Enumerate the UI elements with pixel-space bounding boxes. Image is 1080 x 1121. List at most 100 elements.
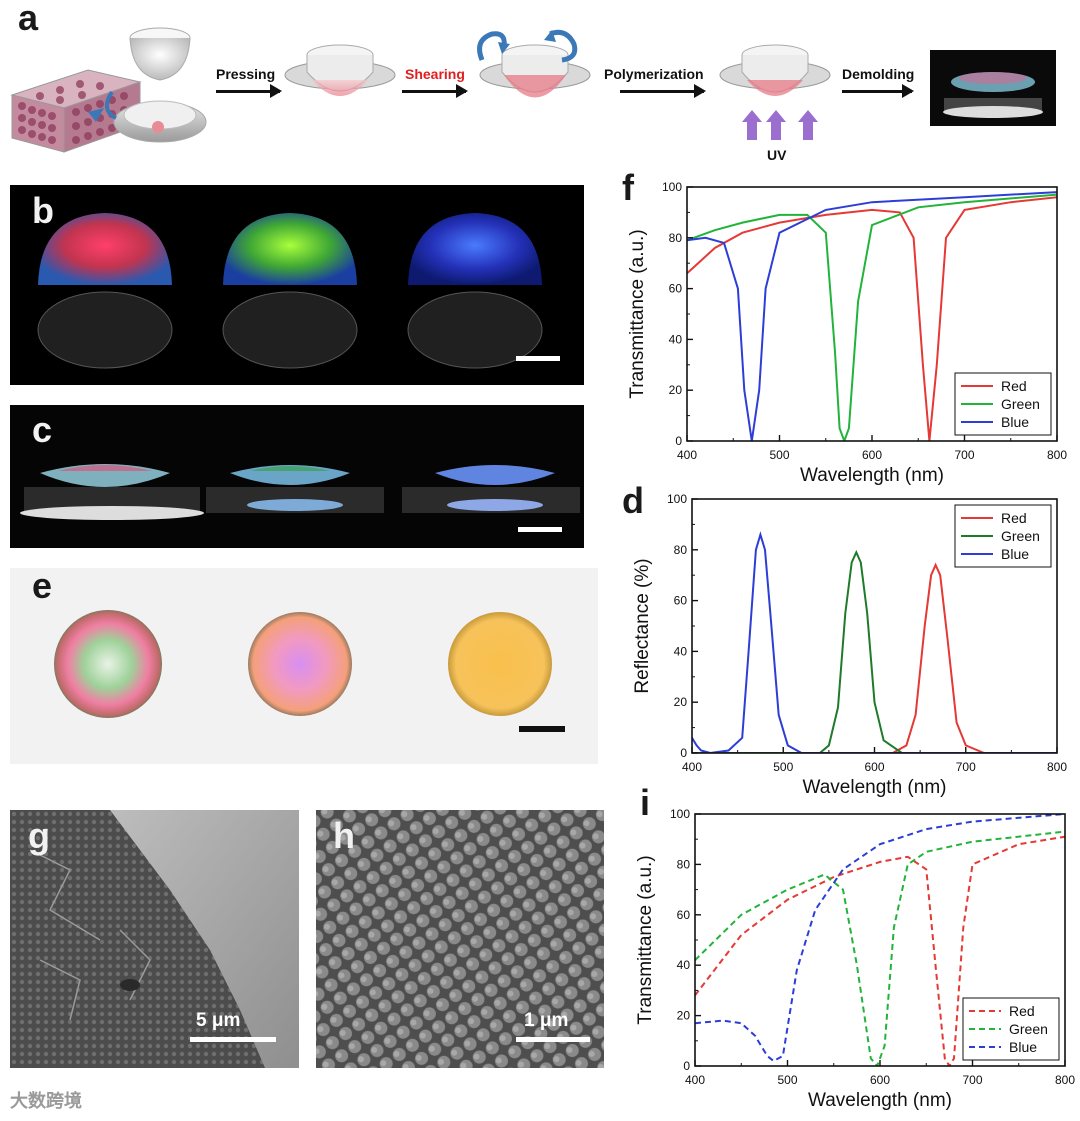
- dome-blue: [407, 213, 543, 369]
- scale-bar-e: [519, 726, 565, 732]
- x-tick-label-i: 400: [685, 1073, 705, 1087]
- sem-panel-g: 5 μm: [10, 810, 299, 1068]
- series-line-green-f: [687, 193, 1057, 441]
- step-arrow-2: [402, 84, 468, 98]
- colloid-box: [10, 69, 142, 153]
- y-tick-label-d: 20: [674, 695, 688, 709]
- y-axis-title-i: Transmittance (a.u.): [635, 855, 656, 1024]
- scale-bar-h: [516, 1037, 590, 1042]
- x-tick-label-f: 800: [1047, 448, 1067, 462]
- x-tick-label-i: 500: [777, 1073, 797, 1087]
- legend-d: Red Green Blue: [954, 504, 1052, 568]
- panel-label-a: a: [18, 0, 39, 38]
- x-tick-label-i: 800: [1055, 1073, 1075, 1087]
- y-tick-label-f: 40: [669, 332, 683, 346]
- scale-bar-c: [518, 527, 562, 532]
- y-tick-label-i: 40: [677, 958, 691, 972]
- series-line-green-i: [695, 830, 1065, 1066]
- chart-panel-i: 400 500 600 700 800 0 20 40 60 80 100 Wavelength (n…: [635, 807, 1075, 1111]
- x-tick-label-f: 500: [769, 448, 789, 462]
- chart-panel-f: 400 500 600 700 800 0 20 40 60 80 100 Wavelength (n…: [627, 180, 1067, 486]
- y-tick-label-f: 60: [669, 282, 683, 296]
- x-axis-title-d: Wavelength (nm): [803, 777, 947, 798]
- step-arrow-3: [620, 84, 706, 98]
- legend-label-blue: Blue: [1001, 546, 1029, 562]
- y-tick-label-d: 0: [680, 746, 687, 760]
- legend-f: Red Green Blue: [954, 372, 1052, 436]
- scale-bar-b: [516, 356, 560, 361]
- y-tick-label-d: 100: [667, 492, 687, 506]
- y-tick-label-i: 20: [677, 1009, 691, 1023]
- x-tick-label-d: 400: [682, 760, 702, 774]
- x-axis-title-f: Wavelength (nm): [800, 465, 944, 486]
- panel-label-f: f: [622, 167, 634, 208]
- process-schematic: [10, 27, 1056, 153]
- chart-panel-d: 400 500 600 700 800 0 20 40 60 80 100 Wavelength (n…: [632, 492, 1067, 798]
- photo-panel-b: [10, 185, 584, 385]
- lens-blue: [402, 465, 580, 513]
- series-line-green-d: [692, 549, 1057, 753]
- x-tick-label-f: 400: [677, 448, 697, 462]
- scale-label-g: 5 μm: [196, 1010, 241, 1031]
- legend-label-red: Red: [1001, 510, 1027, 526]
- legend-label-red: Red: [1009, 1003, 1035, 1019]
- step-polymerization-label: Polymerization: [604, 66, 704, 82]
- y-tick-label-d: 80: [674, 543, 688, 557]
- y-axis-title-d: Reflectance (%): [632, 558, 653, 693]
- y-tick-label-f: 20: [669, 383, 683, 397]
- disk-blue: [448, 612, 552, 716]
- lens-green: [206, 465, 384, 513]
- x-axis-title-i: Wavelength (nm): [808, 1090, 952, 1111]
- y-tick-label-i: 80: [677, 857, 691, 871]
- legend-label-green: Green: [1001, 528, 1040, 544]
- y-tick-label-i: 100: [670, 807, 690, 821]
- photo-panel-c: [10, 405, 584, 548]
- panel-label-h: h: [333, 815, 355, 856]
- x-tick-label-f: 600: [862, 448, 882, 462]
- y-tick-label-f: 80: [669, 231, 683, 245]
- x-tick-label-d: 500: [773, 760, 793, 774]
- disk-green: [248, 612, 352, 716]
- step-shearing-label: Shearing: [405, 66, 465, 82]
- lens-red: [20, 464, 204, 520]
- step-demolding-label: Demolding: [842, 66, 915, 82]
- x-tick-label-d: 600: [864, 760, 884, 774]
- scale-label-h: 1 μm: [524, 1010, 569, 1031]
- y-tick-label-d: 60: [674, 594, 688, 608]
- dome-green: [222, 213, 358, 369]
- series-line-blue-d: [692, 531, 1057, 753]
- panel-label-i: i: [640, 782, 651, 823]
- step-arrow-4: [842, 84, 914, 98]
- x-tick-label-i: 600: [870, 1073, 890, 1087]
- step-arrow-1: [216, 84, 282, 98]
- disk-red: [54, 610, 162, 718]
- y-tick-label-i: 0: [683, 1059, 690, 1073]
- legend-i: Red Green Blue: [962, 997, 1060, 1061]
- y-tick-label-f: 0: [675, 434, 682, 448]
- photo-panel-e: [10, 568, 598, 764]
- legend-label-blue: Blue: [1001, 414, 1029, 430]
- panel-label-g: g: [28, 815, 50, 856]
- series-line-blue-f: [687, 191, 1057, 441]
- legend-label-green: Green: [1009, 1021, 1048, 1037]
- legend-label-red: Red: [1001, 378, 1027, 394]
- panel-label-b: b: [32, 190, 54, 231]
- legend-label-green: Green: [1001, 396, 1040, 412]
- panel-label-e: e: [32, 565, 53, 606]
- series-line-red-f: [687, 196, 1057, 441]
- rotation-arrow-icon: [477, 29, 578, 63]
- scale-bar-g: [190, 1037, 276, 1042]
- series-line-red-i: [695, 835, 1065, 1066]
- panel-label-c: c: [32, 409, 53, 450]
- y-tick-label-i: 60: [677, 908, 691, 922]
- x-tick-label-d: 700: [956, 760, 976, 774]
- series-line-blue-i: [695, 814, 1065, 1063]
- uv-arrows-icon: [742, 110, 818, 140]
- panel-label-d: d: [622, 480, 644, 521]
- sem-panel-h: 1 μm: [316, 810, 604, 1068]
- x-tick-label-f: 700: [954, 448, 974, 462]
- y-tick-label-d: 40: [674, 644, 688, 658]
- x-tick-label-d: 800: [1047, 760, 1067, 774]
- series-line-red-d: [692, 562, 1057, 753]
- legend-label-blue: Blue: [1009, 1039, 1037, 1055]
